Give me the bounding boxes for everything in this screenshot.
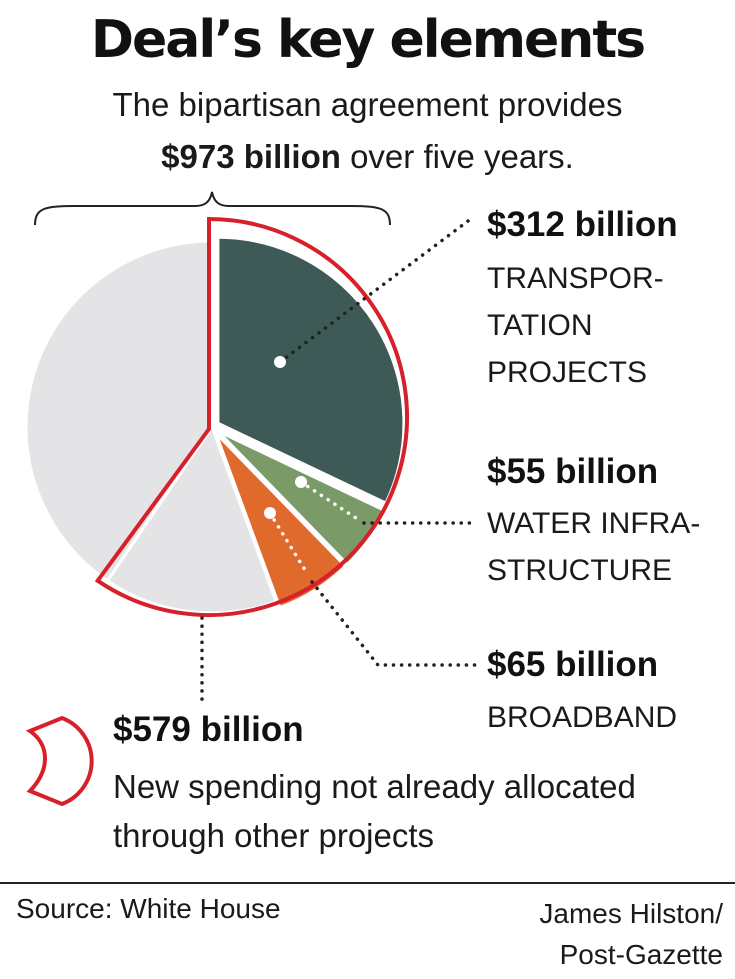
pie-slice-broadband [214, 431, 348, 610]
pie-slice-existing [24, 239, 214, 583]
subtitle-line-1: The bipartisan agreement provides [112, 86, 623, 123]
new-spending-amount: $579 billion [113, 710, 304, 749]
water-amount: $55 billion [487, 452, 659, 491]
subtitle-line-2: $973 billion over five years. [0, 138, 735, 176]
transport-label: TRANSPOR- TATION PROJECTS [487, 262, 664, 389]
leader-lines [200, 216, 478, 707]
broadband-leader [268, 511, 307, 572]
chart-title: Deal’s key elements [90, 10, 646, 70]
pie-chart [24, 191, 478, 807]
water-dot [295, 476, 307, 488]
credit-line-1: James Hilston/ [539, 898, 723, 929]
subtitle-total: $973 billion [161, 138, 341, 175]
water-label: WATER INFRA- STRUCTURE [487, 507, 701, 587]
subtitle-rest: over five years. [340, 138, 574, 175]
new-spending-outline [94, 216, 409, 617]
artist-credit: James Hilston/Post-Gazette [539, 893, 723, 975]
transport-amount: $312 billion [487, 205, 678, 244]
broadband-dot [264, 507, 276, 519]
footer-rule [0, 882, 735, 884]
pie-slice-water [216, 429, 388, 567]
broadband-amount: $65 billion [487, 645, 659, 684]
broadband-leader-ext [310, 580, 478, 667]
credit-line-2: Post-Gazette [559, 939, 723, 970]
source-credit: Source: White House [16, 893, 281, 924]
total-brace [34, 191, 391, 226]
broadband-label: BROADBAND [487, 701, 678, 734]
water-leader [299, 480, 358, 520]
transport-dot [274, 356, 286, 368]
new-spending-legend-icon [25, 715, 94, 807]
transport-leader [278, 216, 474, 364]
new-spending-label: New spending not already allocated throu… [113, 768, 636, 854]
